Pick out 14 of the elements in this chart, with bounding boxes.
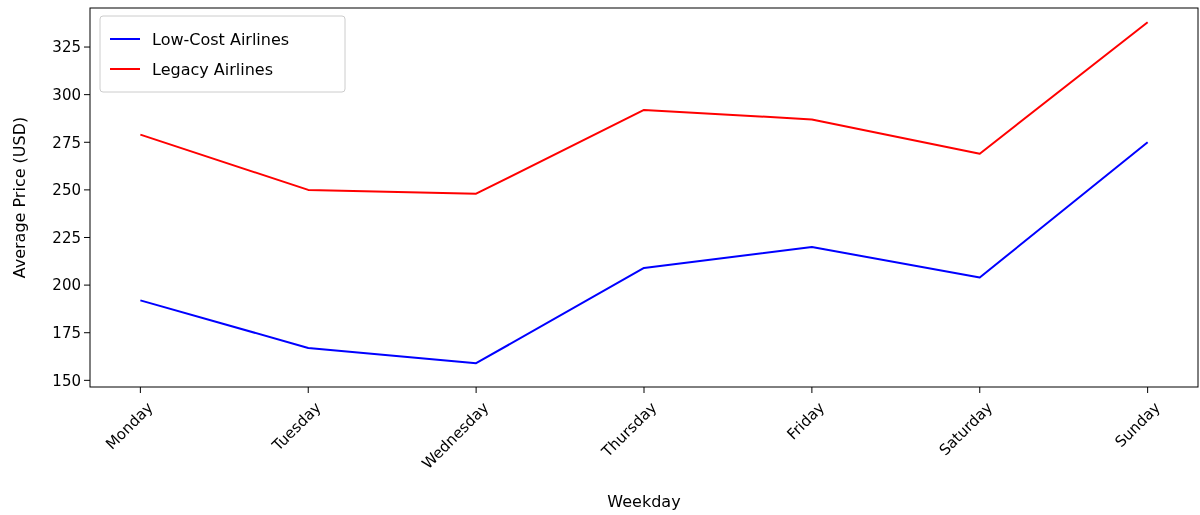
y-tick-label: 325 [52, 38, 81, 57]
line-series [139, 21, 1149, 195]
y-tick-label: 175 [52, 323, 81, 342]
y-tick-label: 250 [52, 181, 81, 200]
x-axis-title: Weekday [607, 492, 681, 511]
legend-label: Legacy Airlines [152, 59, 273, 79]
y-tick-label: 225 [52, 228, 81, 247]
y-tick-label: 200 [52, 276, 81, 295]
y-tick-label: 300 [52, 85, 81, 104]
y-tick-label: 275 [52, 133, 81, 152]
y-tick-label: 150 [52, 371, 81, 390]
y-axis-title: Average Price (USD) [10, 116, 29, 279]
legend-label: Low-Cost Airlines [152, 29, 290, 49]
line-series [139, 141, 1149, 365]
